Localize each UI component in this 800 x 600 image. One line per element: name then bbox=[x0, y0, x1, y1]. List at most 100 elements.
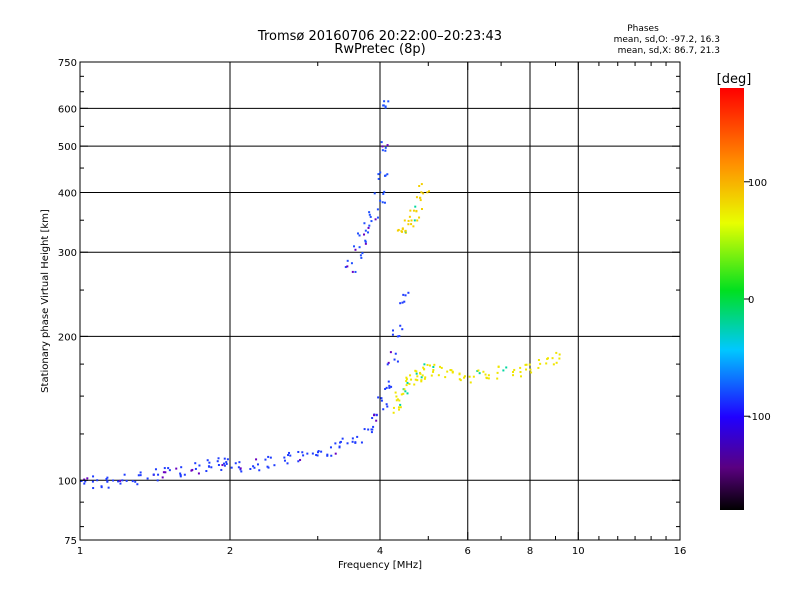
phases-x-mode: mean, sd,X: 86.7, 21.3 bbox=[618, 46, 720, 56]
data-point-O-F2 bbox=[374, 218, 377, 221]
data-point-O bbox=[152, 473, 155, 476]
data-point-X bbox=[396, 398, 399, 401]
data-point-O-F2 bbox=[356, 232, 359, 235]
data-point-X bbox=[439, 365, 442, 368]
data-point-O bbox=[210, 466, 213, 469]
data-point-X bbox=[487, 377, 490, 380]
data-point-O-F2 bbox=[368, 211, 371, 214]
data-point-O-F2 bbox=[383, 190, 386, 193]
data-point-O-F2 bbox=[387, 100, 390, 103]
data-point-O-F2 bbox=[383, 201, 386, 204]
data-point-O bbox=[341, 437, 344, 440]
data-point-O bbox=[119, 479, 122, 482]
data-point-O-F2 bbox=[370, 220, 373, 223]
data-point-X bbox=[405, 384, 408, 387]
data-point-O bbox=[330, 454, 333, 457]
data-point-O-F2 bbox=[383, 100, 386, 103]
data-point-X bbox=[409, 374, 412, 377]
data-point-X bbox=[468, 375, 471, 378]
data-point-O bbox=[168, 469, 171, 472]
data-point-O-F2 bbox=[376, 216, 379, 219]
data-point-O-F2 bbox=[346, 259, 349, 262]
data-point-X bbox=[421, 374, 424, 377]
grid-lines bbox=[80, 62, 680, 540]
data-point-O bbox=[377, 396, 380, 399]
data-point-O bbox=[83, 478, 86, 481]
data-point-O-F2 bbox=[359, 254, 362, 257]
data-point-O bbox=[370, 428, 373, 431]
data-point-X bbox=[551, 357, 554, 360]
data-point-O-F2 bbox=[368, 224, 371, 227]
data-point-O bbox=[384, 387, 387, 390]
data-point-O bbox=[283, 459, 286, 462]
colorbar bbox=[720, 88, 744, 510]
data-point-O bbox=[288, 451, 291, 454]
data-point-X bbox=[502, 369, 505, 372]
data-point-X bbox=[451, 371, 454, 374]
data-point-X-F2 bbox=[415, 210, 418, 213]
colorbar-tick-label: -100 bbox=[748, 412, 771, 423]
data-point-O bbox=[217, 464, 220, 467]
data-point-X bbox=[512, 370, 515, 373]
data-point-O-F2 bbox=[373, 192, 376, 195]
data-point-X bbox=[423, 368, 426, 371]
data-point-X-F2 bbox=[418, 216, 421, 219]
colorbar-tick-label: 100 bbox=[748, 178, 767, 189]
data-point-X-F2 bbox=[404, 229, 407, 232]
data-point-O bbox=[238, 461, 241, 464]
data-point-X bbox=[537, 366, 540, 369]
data-point-O bbox=[399, 324, 402, 327]
data-point-O bbox=[136, 483, 139, 486]
data-point-X bbox=[403, 388, 406, 391]
data-point-X-F2 bbox=[414, 205, 417, 208]
data-point-O bbox=[239, 467, 242, 470]
x-tick-label: 10 bbox=[572, 546, 585, 557]
data-point-O bbox=[156, 479, 159, 482]
data-point-O bbox=[258, 469, 261, 472]
data-point-X bbox=[528, 363, 531, 366]
data-point-O bbox=[264, 458, 267, 461]
x-tick-label: 6 bbox=[465, 546, 471, 557]
data-point-X bbox=[463, 375, 466, 378]
data-point-O-F2 bbox=[353, 245, 356, 248]
data-point-O-F2 bbox=[368, 213, 371, 216]
data-point-O bbox=[299, 458, 302, 461]
data-point-X bbox=[413, 383, 416, 386]
data-point-O bbox=[373, 414, 376, 417]
x-axis-label: Frequency [MHz] bbox=[338, 560, 422, 571]
data-point-O bbox=[388, 384, 391, 387]
data-point-X bbox=[513, 368, 516, 371]
data-point-X bbox=[458, 378, 461, 381]
data-point-X bbox=[469, 381, 472, 384]
data-point-O bbox=[389, 351, 392, 354]
data-point-X bbox=[437, 374, 440, 377]
data-point-X bbox=[450, 369, 453, 372]
data-point-X-F2 bbox=[428, 190, 431, 193]
data-point-X bbox=[414, 369, 417, 372]
data-point-O bbox=[83, 482, 86, 485]
data-point-X-F2 bbox=[415, 196, 418, 199]
data-point-X-F2 bbox=[408, 215, 411, 218]
y-tick-label: 600 bbox=[58, 104, 77, 115]
data-point-O bbox=[239, 468, 242, 471]
data-point-X bbox=[552, 363, 555, 366]
data-point-O bbox=[96, 479, 99, 482]
data-point-O bbox=[387, 361, 390, 364]
data-point-O bbox=[402, 293, 405, 296]
data-point-X bbox=[405, 376, 408, 379]
data-point-O bbox=[372, 425, 375, 428]
data-point-X bbox=[558, 357, 561, 360]
data-point-O bbox=[183, 473, 186, 476]
data-point-O-F2 bbox=[382, 192, 385, 195]
data-point-X bbox=[398, 408, 401, 411]
data-point-O bbox=[256, 463, 259, 466]
data-point-O bbox=[386, 405, 389, 408]
data-point-O bbox=[273, 464, 276, 467]
data-point-O bbox=[179, 474, 182, 477]
x-tick-label: 2 bbox=[227, 546, 233, 557]
data-point-O-F2 bbox=[358, 234, 361, 237]
data-point-X-F2 bbox=[426, 191, 429, 194]
data-point-O bbox=[339, 440, 342, 443]
data-point-X bbox=[424, 376, 427, 379]
data-point-O bbox=[266, 465, 269, 468]
